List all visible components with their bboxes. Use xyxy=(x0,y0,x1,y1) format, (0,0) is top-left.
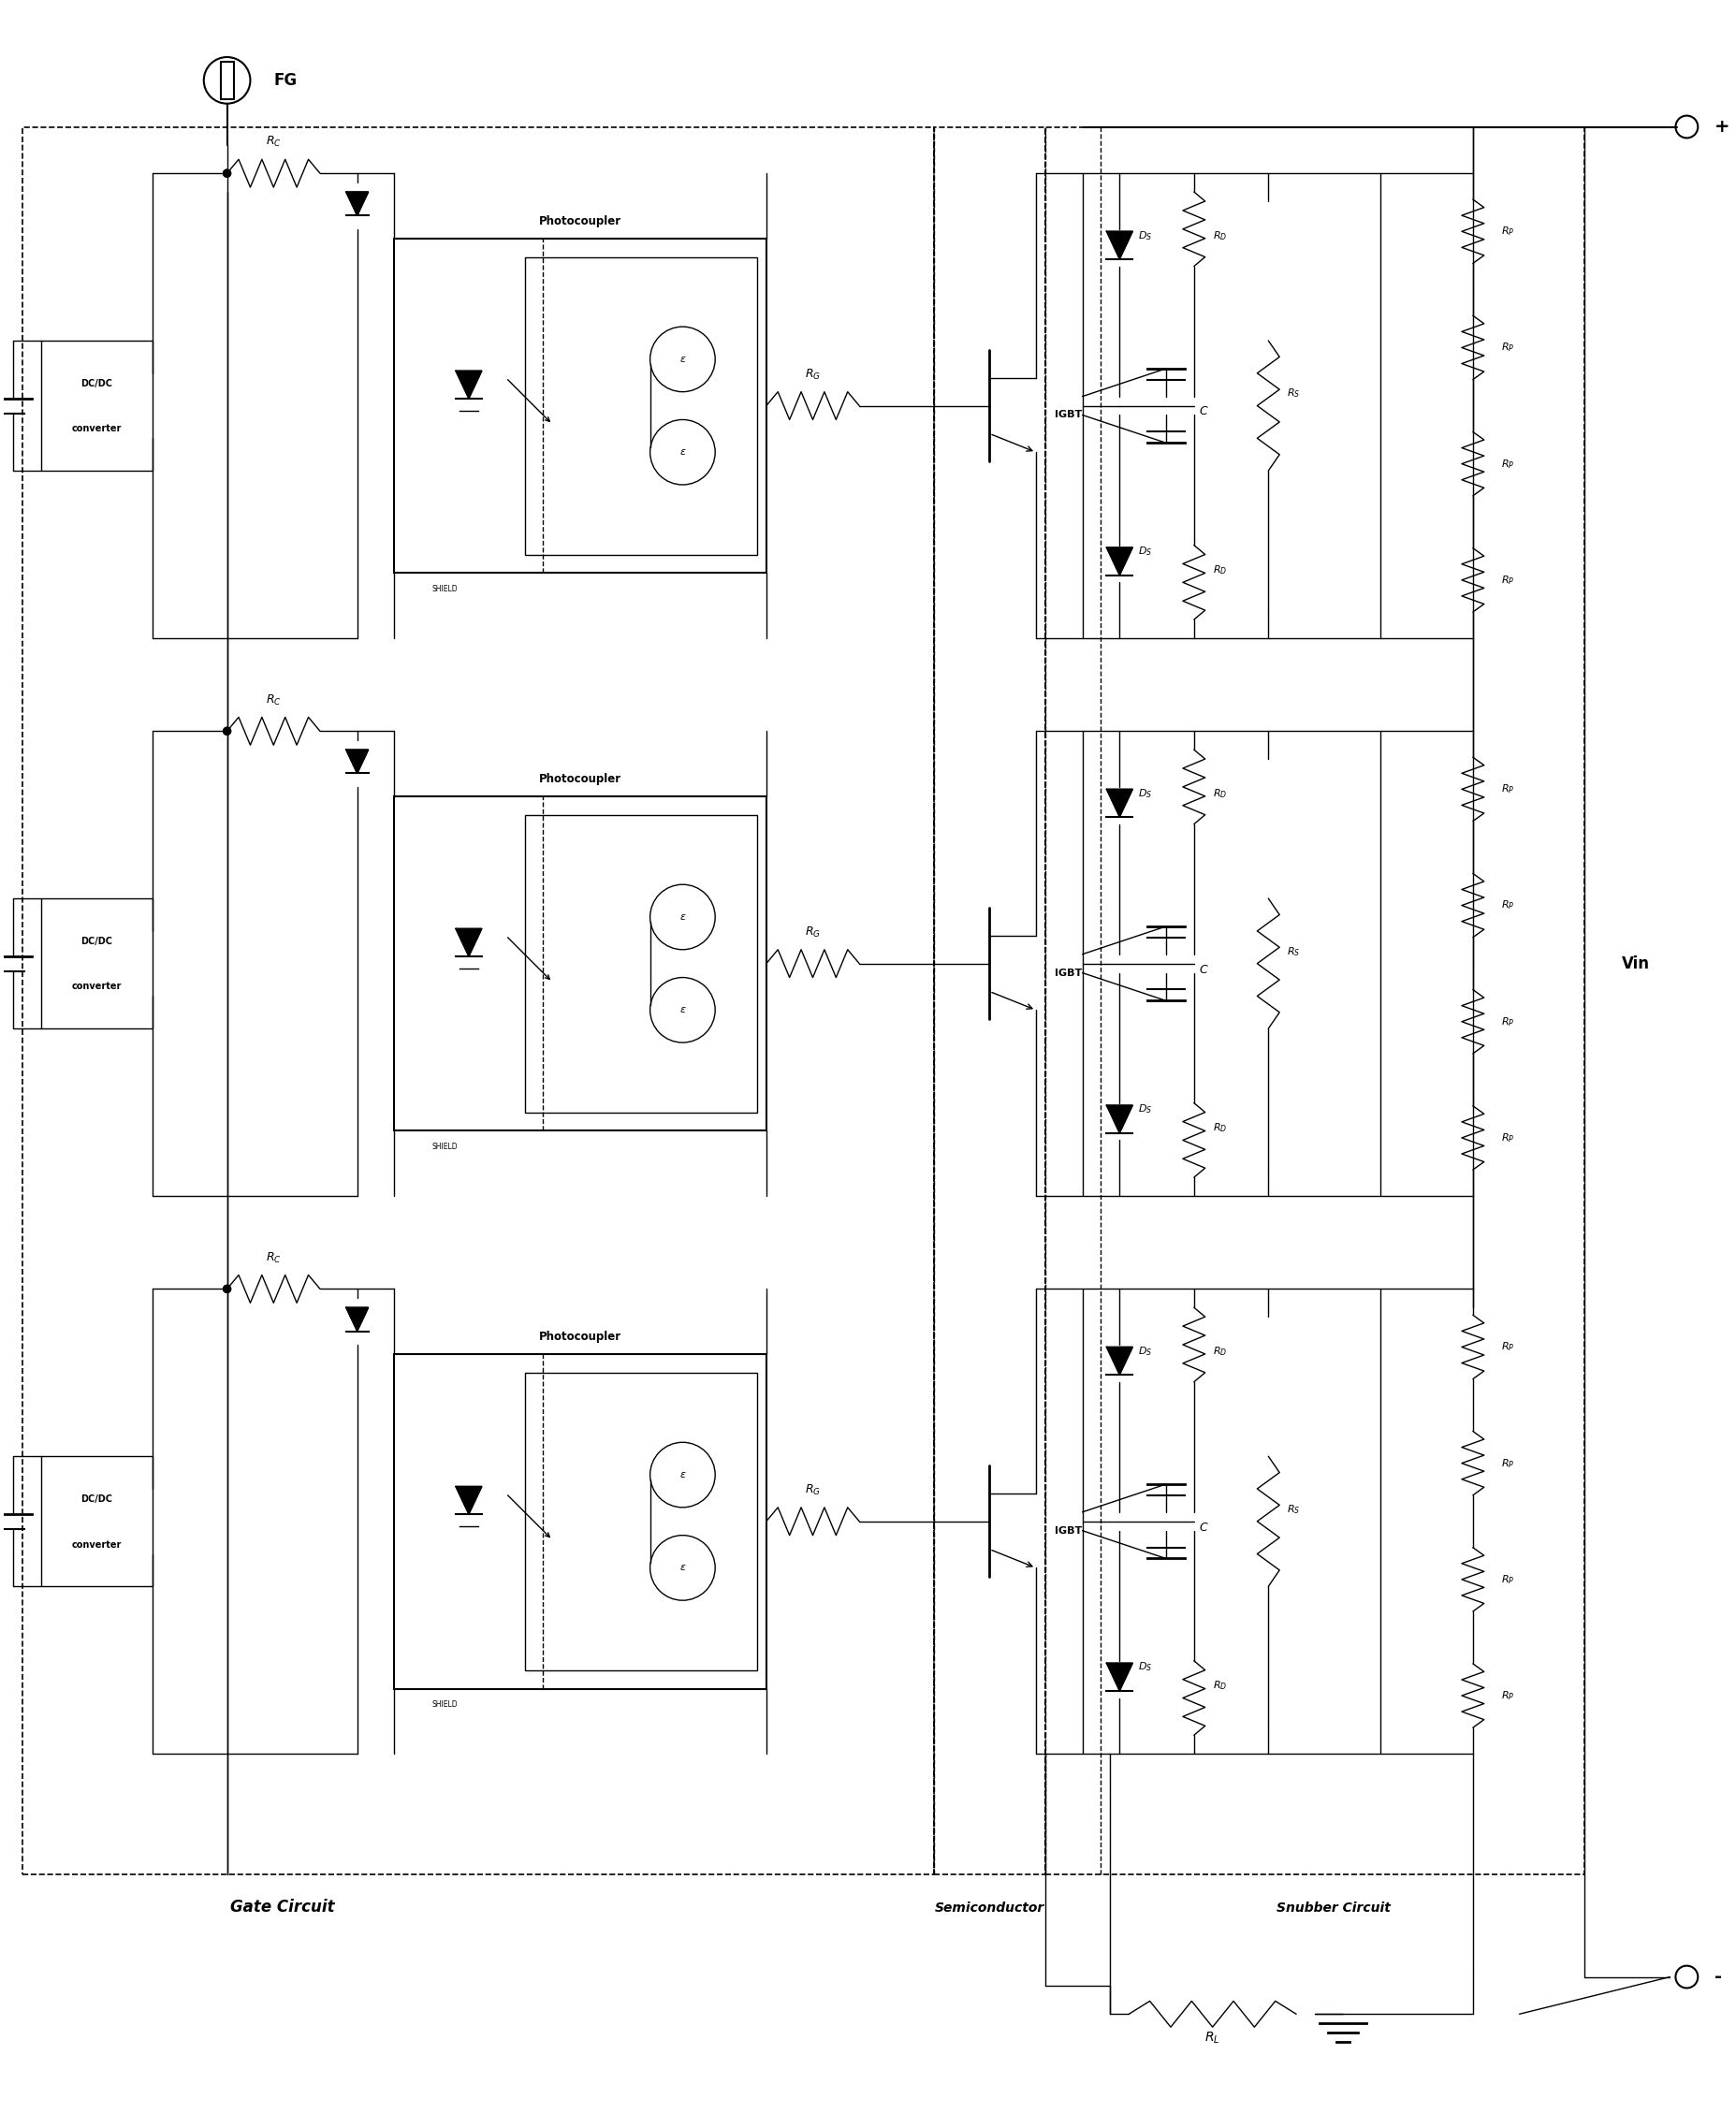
Bar xyxy=(42,898,153,1029)
Polygon shape xyxy=(1106,1346,1132,1376)
Text: $R_C$: $R_C$ xyxy=(266,135,281,150)
Text: $R_C$: $R_C$ xyxy=(266,693,281,708)
Text: $R_D$: $R_D$ xyxy=(1212,228,1227,241)
Text: $R_G$: $R_G$ xyxy=(806,368,821,382)
Bar xyxy=(394,239,766,573)
Text: $R_P$: $R_P$ xyxy=(1502,1340,1514,1354)
Text: $D_S$: $D_S$ xyxy=(1139,228,1153,241)
Text: converter: converter xyxy=(71,425,122,433)
Text: $R_P$: $R_P$ xyxy=(1502,1456,1514,1471)
Text: $\epsilon$: $\epsilon$ xyxy=(679,1006,686,1014)
Text: FG: FG xyxy=(274,72,297,89)
Polygon shape xyxy=(1106,232,1132,260)
Text: DC/DC: DC/DC xyxy=(82,378,113,389)
Text: Snubber Circuit: Snubber Circuit xyxy=(1276,1902,1391,1914)
Text: $R_P$: $R_P$ xyxy=(1502,456,1514,471)
Text: $\epsilon$: $\epsilon$ xyxy=(679,1564,686,1572)
Text: DC/DC: DC/DC xyxy=(82,936,113,947)
Text: Semiconductor: Semiconductor xyxy=(934,1902,1045,1914)
Text: $R_D$: $R_D$ xyxy=(1212,564,1227,577)
Polygon shape xyxy=(457,372,483,399)
Polygon shape xyxy=(1106,1105,1132,1133)
Bar xyxy=(1083,1289,1380,1754)
Bar xyxy=(23,127,934,1874)
Text: SHIELD: SHIELD xyxy=(432,585,457,594)
Text: Vin: Vin xyxy=(1621,955,1649,972)
Bar xyxy=(524,1373,757,1669)
Text: $R_L$: $R_L$ xyxy=(1205,2031,1220,2045)
Circle shape xyxy=(224,1285,231,1293)
Text: $D_S$: $D_S$ xyxy=(1139,786,1153,799)
Text: $R_D$: $R_D$ xyxy=(1212,1344,1227,1357)
Text: $R_P$: $R_P$ xyxy=(1502,898,1514,913)
Text: $C$: $C$ xyxy=(1198,406,1208,418)
Polygon shape xyxy=(345,1308,368,1331)
Circle shape xyxy=(224,169,231,177)
Text: $R_G$: $R_G$ xyxy=(806,1483,821,1498)
Text: $R_P$: $R_P$ xyxy=(1502,573,1514,587)
Text: $D_S$: $D_S$ xyxy=(1139,545,1153,558)
Text: $R_P$: $R_P$ xyxy=(1502,1572,1514,1587)
Bar xyxy=(1083,731,1380,1196)
Text: Photocoupler: Photocoupler xyxy=(540,216,621,228)
Text: IGBT: IGBT xyxy=(1054,1526,1082,1536)
Bar xyxy=(524,816,757,1111)
Polygon shape xyxy=(345,750,368,773)
Polygon shape xyxy=(1106,547,1132,575)
Bar xyxy=(524,258,757,554)
Bar xyxy=(220,61,234,99)
Text: $R_P$: $R_P$ xyxy=(1502,340,1514,355)
Text: $R_D$: $R_D$ xyxy=(1212,1122,1227,1135)
Text: $D_S$: $D_S$ xyxy=(1139,1661,1153,1673)
Text: $C$: $C$ xyxy=(1198,964,1208,976)
Text: converter: converter xyxy=(71,983,122,991)
Text: $R_C$: $R_C$ xyxy=(266,1251,281,1266)
Text: DC/DC: DC/DC xyxy=(82,1494,113,1504)
Circle shape xyxy=(224,727,231,735)
Text: Photocoupler: Photocoupler xyxy=(540,1331,621,1344)
Bar xyxy=(42,1456,153,1587)
Bar xyxy=(1045,127,1585,1874)
Bar xyxy=(394,797,766,1130)
Bar xyxy=(1083,173,1380,638)
Text: $R_D$: $R_D$ xyxy=(1212,1680,1227,1693)
Text: $D_S$: $D_S$ xyxy=(1139,1344,1153,1357)
Text: $R_P$: $R_P$ xyxy=(1502,782,1514,797)
Text: $R_P$: $R_P$ xyxy=(1502,1130,1514,1145)
Text: $R_D$: $R_D$ xyxy=(1212,786,1227,799)
Text: SHIELD: SHIELD xyxy=(432,1701,457,1709)
Text: IGBT: IGBT xyxy=(1054,968,1082,978)
Text: $\epsilon$: $\epsilon$ xyxy=(679,355,686,363)
Text: $C$: $C$ xyxy=(1198,1521,1208,1534)
Text: converter: converter xyxy=(71,1540,122,1549)
Text: $R_P$: $R_P$ xyxy=(1502,1014,1514,1029)
Circle shape xyxy=(224,1285,231,1293)
Circle shape xyxy=(224,169,231,177)
Circle shape xyxy=(224,727,231,735)
Polygon shape xyxy=(1106,790,1132,818)
Polygon shape xyxy=(457,930,483,957)
Text: $R_G$: $R_G$ xyxy=(806,925,821,940)
Text: $R_S$: $R_S$ xyxy=(1286,387,1300,399)
Bar xyxy=(42,340,153,471)
Text: $R_S$: $R_S$ xyxy=(1286,945,1300,957)
Text: $R_P$: $R_P$ xyxy=(1502,224,1514,239)
Text: $\epsilon$: $\epsilon$ xyxy=(679,913,686,921)
Text: $\epsilon$: $\epsilon$ xyxy=(679,1471,686,1479)
Bar xyxy=(934,127,1045,1874)
Text: SHIELD: SHIELD xyxy=(432,1143,457,1152)
Text: Gate Circuit: Gate Circuit xyxy=(231,1900,335,1916)
Text: $R_S$: $R_S$ xyxy=(1286,1502,1300,1515)
Text: Photocoupler: Photocoupler xyxy=(540,773,621,786)
Text: IGBT: IGBT xyxy=(1054,410,1082,420)
Text: $D_S$: $D_S$ xyxy=(1139,1103,1153,1116)
Polygon shape xyxy=(345,192,368,216)
Text: -: - xyxy=(1715,1967,1722,1986)
Polygon shape xyxy=(1106,1663,1132,1690)
Bar xyxy=(394,1354,766,1688)
Polygon shape xyxy=(457,1485,483,1515)
Text: $R_P$: $R_P$ xyxy=(1502,1688,1514,1703)
Text: $\epsilon$: $\epsilon$ xyxy=(679,448,686,456)
Text: +: + xyxy=(1715,118,1731,135)
